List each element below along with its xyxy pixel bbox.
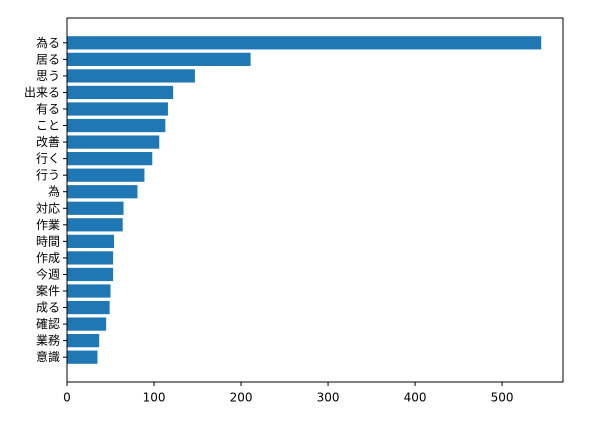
y-tick-label: 確認 [36, 316, 60, 331]
bar-8 [67, 168, 145, 182]
x-tick-label: 200 [230, 391, 253, 405]
y-tick-label: 対応 [36, 201, 60, 215]
y-tick-label: 改善 [36, 134, 60, 149]
x-tick-label: 100 [143, 391, 166, 405]
bar-2 [67, 69, 195, 83]
y-tick-label: 作成 [36, 251, 60, 265]
bar-18 [67, 334, 100, 348]
y-tick-label: 成る [36, 301, 60, 315]
bar-11 [67, 218, 123, 232]
bars-layer [67, 36, 542, 364]
bar-0 [67, 36, 542, 50]
y-tick-label: 案件 [36, 283, 60, 298]
x-tick-label: 300 [317, 391, 340, 405]
y-tick-label: 為る [36, 36, 60, 50]
bar-13 [67, 251, 114, 265]
y-tick-label: 意識 [36, 349, 60, 364]
y-tick-label: こと [36, 119, 60, 133]
bar-15 [67, 284, 111, 298]
x-tick-label: 0 [63, 391, 71, 405]
bar-12 [67, 234, 114, 248]
bar-3 [67, 85, 174, 100]
bar-19 [67, 350, 98, 364]
y-tick-label: 作業 [36, 218, 60, 232]
x-tick-label: 400 [404, 391, 427, 405]
x-axis: 0 100 200 300 400 500 [63, 382, 514, 405]
bar-16 [67, 300, 110, 315]
y-tick-label: 今週 [36, 266, 60, 281]
y-tick-label: 思う [36, 69, 60, 83]
bar-10 [67, 201, 124, 215]
bar-4 [67, 102, 168, 116]
y-tick-label: 行く [36, 152, 60, 166]
bar-17 [67, 317, 107, 331]
y-tick-label: 居る [36, 52, 60, 66]
y-tick-label: 出来る [24, 85, 60, 99]
y-tick-label: 行う [36, 168, 60, 182]
y-tick-label: 有る [36, 102, 60, 116]
x-tick-label: 500 [491, 391, 514, 405]
bar-9 [67, 185, 138, 199]
y-tick-label: 業務 [36, 334, 60, 348]
bar-6 [67, 135, 160, 149]
plot-frame [66, 17, 564, 383]
bar-5 [67, 118, 166, 133]
bar-1 [67, 52, 251, 66]
bar-14 [67, 267, 114, 282]
y-tick-label: 時間 [36, 234, 60, 248]
bar-7 [67, 152, 153, 166]
y-tick-label: 為 [48, 185, 60, 199]
